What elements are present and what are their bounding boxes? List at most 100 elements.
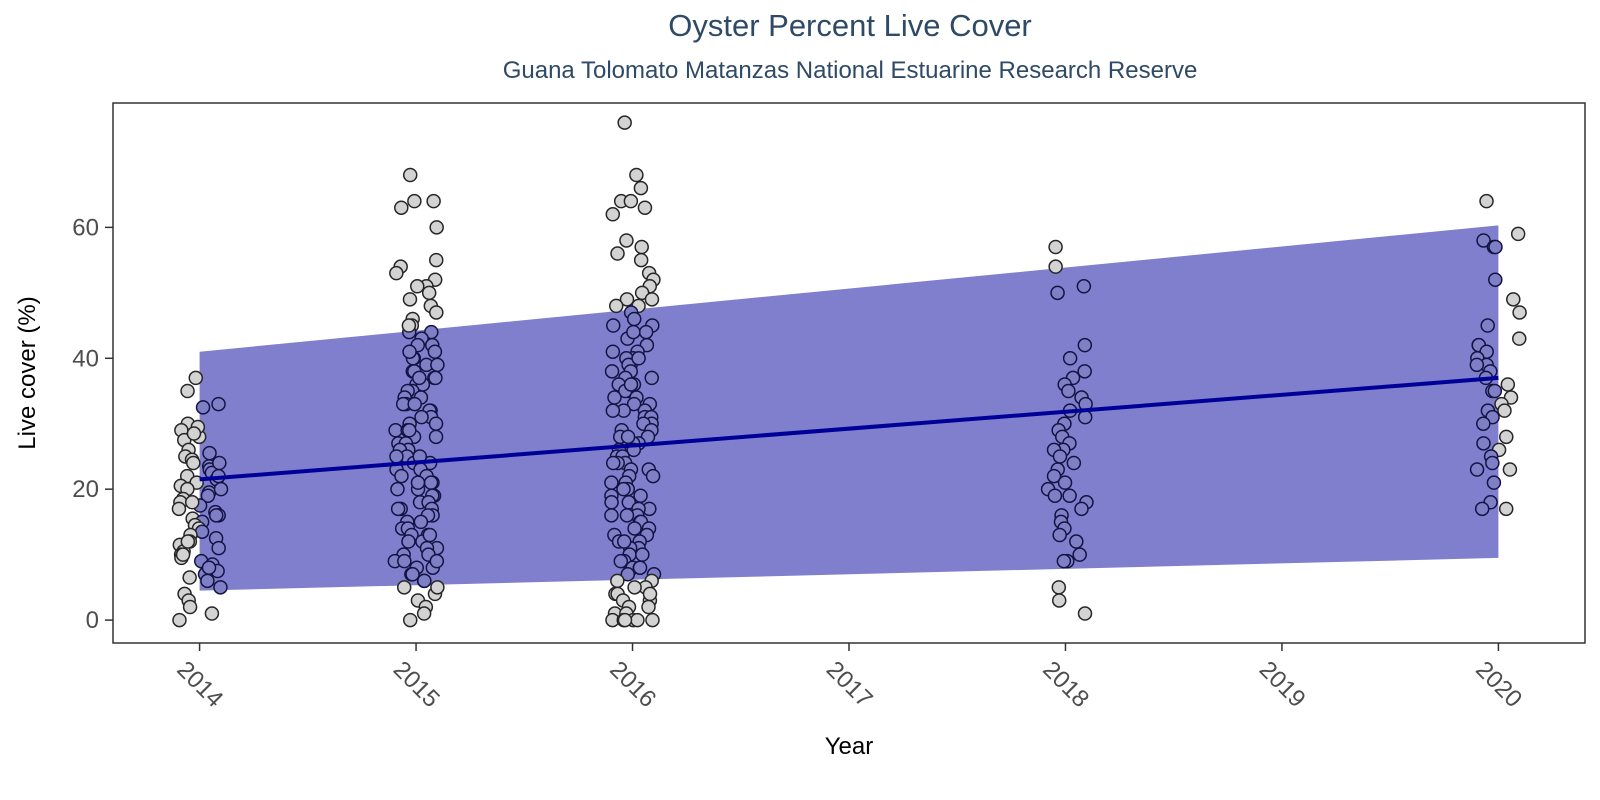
data-point <box>396 580 412 595</box>
x-tick-label: 2015 <box>388 656 445 713</box>
data-point <box>626 396 642 412</box>
data-point <box>1498 501 1514 517</box>
data-point <box>1050 285 1065 301</box>
chart-title: Oyster Percent Live Cover <box>668 8 1032 43</box>
data-point <box>627 521 642 536</box>
data-point <box>631 351 646 366</box>
data-point <box>180 534 196 549</box>
data-point <box>620 567 636 582</box>
data-point <box>388 423 403 438</box>
data-point <box>427 344 443 359</box>
data-point <box>604 364 620 379</box>
data-point <box>172 612 187 628</box>
data-point <box>626 324 641 340</box>
data-point <box>430 580 445 595</box>
data-point <box>619 508 635 523</box>
data-point <box>1500 377 1516 392</box>
data-point <box>430 357 445 373</box>
data-point <box>1469 357 1485 373</box>
data-point <box>1056 553 1072 569</box>
data-point <box>616 481 631 497</box>
data-point <box>389 449 404 464</box>
data-point <box>212 455 227 471</box>
data-point <box>613 553 629 569</box>
data-point <box>412 370 427 386</box>
y-axis: 0 20 40 60 <box>72 214 113 634</box>
chart-subtitle: Guana Tolomato Matanzas National Estuari… <box>502 57 1198 84</box>
data-point <box>426 193 441 209</box>
data-point <box>1061 383 1076 399</box>
data-point <box>211 540 226 556</box>
data-point <box>633 488 648 503</box>
data-point <box>401 318 417 333</box>
data-point <box>1051 593 1067 608</box>
data-point <box>213 481 229 497</box>
data-point <box>1510 226 1526 242</box>
data-point <box>623 377 639 392</box>
data-point <box>1497 403 1512 418</box>
data-point <box>610 246 625 261</box>
x-tick-label: 2014 <box>171 656 228 713</box>
data-point <box>407 396 422 412</box>
data-point <box>606 318 621 333</box>
data-point <box>407 193 422 209</box>
data-point <box>204 606 220 621</box>
data-point <box>1072 547 1087 562</box>
data-point <box>401 534 416 549</box>
data-point <box>405 567 420 582</box>
data-point <box>1077 409 1093 425</box>
data-point <box>428 416 444 431</box>
data-point <box>175 547 191 562</box>
data-point <box>629 167 644 183</box>
data-point <box>402 292 418 307</box>
data-point <box>422 527 438 543</box>
data-point <box>638 324 654 340</box>
data-point <box>402 344 417 359</box>
data-point <box>1512 305 1527 320</box>
x-axis: 2014 2015 2016 2017 2018 2019 2020 <box>171 643 1527 713</box>
data-point <box>642 586 658 602</box>
data-point <box>429 553 445 569</box>
data-point <box>641 599 656 615</box>
data-point <box>1074 501 1089 517</box>
data-point <box>1052 449 1068 464</box>
data-point <box>200 573 215 589</box>
data-point <box>635 547 650 562</box>
data-point <box>184 495 200 510</box>
data-point <box>619 292 635 307</box>
data-point <box>417 573 432 589</box>
data-point <box>188 370 204 386</box>
data-point <box>645 612 660 628</box>
data-point <box>1480 318 1495 333</box>
x-tick-label: 2020 <box>1470 656 1527 713</box>
data-point <box>201 560 217 575</box>
data-point <box>428 370 443 386</box>
data-point <box>1485 455 1500 471</box>
data-point <box>208 508 224 523</box>
data-point <box>627 580 642 595</box>
data-point <box>1487 383 1503 399</box>
data-point <box>623 193 639 209</box>
data-point <box>605 403 621 418</box>
data-point <box>1488 239 1503 255</box>
data-point <box>1512 331 1527 346</box>
confidence-ribbon <box>199 225 1499 591</box>
data-point <box>1474 501 1490 517</box>
data-point <box>195 400 211 415</box>
data-point <box>428 429 444 445</box>
data-point <box>429 252 444 268</box>
data-point <box>389 265 404 281</box>
data-point <box>620 429 636 445</box>
data-point <box>180 383 195 399</box>
data-point <box>186 455 201 471</box>
data-point <box>633 180 649 196</box>
data-point <box>607 390 622 405</box>
data-point <box>632 560 648 575</box>
data-point <box>409 279 425 294</box>
data-point <box>644 370 660 386</box>
data-point <box>645 468 661 484</box>
data-point <box>634 285 650 301</box>
data-point <box>634 239 649 255</box>
data-point <box>1077 337 1093 353</box>
data-point <box>605 344 621 359</box>
